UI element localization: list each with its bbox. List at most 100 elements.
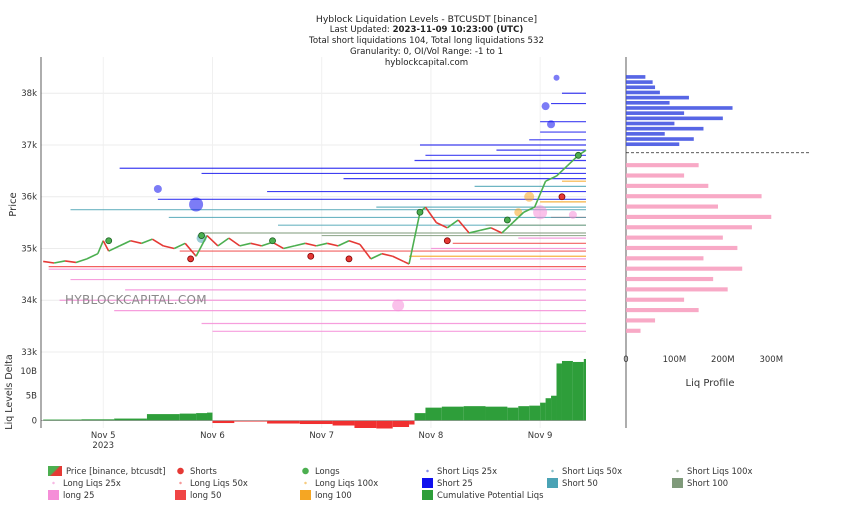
- legend-item[interactable]: Long Liqs 50x: [175, 478, 248, 488]
- legend-swatch: [48, 478, 59, 488]
- y-axis-label: Price: [8, 192, 19, 216]
- delta-bar: [572, 361, 584, 421]
- granularity-line: Granularity: 0, OI/Vol Range: -1 to 1: [349, 47, 504, 57]
- profile-tick-label: 100M: [663, 355, 687, 365]
- profile-long-bar: [626, 256, 704, 261]
- y-tick-label: 35k: [21, 244, 37, 254]
- totals-line: Total short liquidations 104, Total long…: [309, 36, 544, 46]
- price-segment: [490, 227, 503, 234]
- chart-header: Hyblock Liquidation Levels - BTCUSDT [bi…: [0, 14, 853, 69]
- watermark: HYBLOCKCAPITAL.COM: [65, 293, 207, 307]
- legend-item[interactable]: Shorts: [175, 466, 217, 476]
- y-tick-label: 33k: [21, 348, 37, 358]
- profile-long-bar: [626, 318, 656, 323]
- profile-long-bar: [626, 214, 772, 219]
- profile-tick-label: 0: [623, 355, 628, 365]
- profile-short-bar: [626, 75, 646, 79]
- price-segment: [206, 234, 219, 247]
- price-segment: [102, 240, 110, 252]
- x-tick-label: Nov 7: [309, 431, 334, 441]
- legend-item[interactable]: long 50: [175, 490, 221, 500]
- legend-label: Long Liqs 25x: [63, 478, 121, 488]
- delta-bar: [332, 420, 355, 426]
- profile-long-bar: [626, 266, 743, 271]
- delta-bar: [529, 405, 541, 421]
- x-tick-label: Nov 8: [419, 431, 444, 441]
- price-segment: [403, 260, 410, 265]
- price-segment: [141, 238, 153, 245]
- legend-label: Short 50: [562, 478, 598, 488]
- legend-item[interactable]: Short 100: [672, 478, 728, 488]
- profile-long-bar: [626, 173, 685, 178]
- y-tick-label: 36k: [21, 193, 37, 203]
- legend-swatch: [672, 478, 683, 488]
- legend-label: long 100: [315, 490, 352, 500]
- liq-bubble: [568, 210, 577, 219]
- delta-bar: [409, 420, 415, 425]
- price-segment: [381, 252, 393, 258]
- legend-label: long 50: [190, 490, 222, 500]
- liq-bubble: [547, 120, 556, 129]
- price-segment: [555, 165, 568, 177]
- profile-long-bar: [626, 163, 699, 168]
- legend-item[interactable]: Short Liqs 25x: [422, 466, 497, 476]
- y-tick-label: 37k: [21, 141, 37, 151]
- legend-swatch: [175, 466, 186, 476]
- legend-label: long 25: [63, 490, 95, 500]
- legend-swatch: [300, 466, 311, 476]
- legend-label: Long Liqs 50x: [190, 478, 248, 488]
- legend-item[interactable]: Short 25: [422, 478, 473, 488]
- legend-item[interactable]: Long Liqs 100x: [300, 478, 378, 488]
- legend-item[interactable]: Short Liqs 100x: [672, 466, 752, 476]
- liq-bubble: [533, 205, 548, 220]
- short-marker: [345, 255, 353, 263]
- profile-tick-label: 300M: [759, 355, 783, 365]
- legend-item[interactable]: Long Liqs 25x: [48, 478, 121, 488]
- price-segment: [316, 242, 328, 247]
- y-tick-label: 38k: [21, 89, 37, 99]
- legend-item[interactable]: Longs: [300, 466, 340, 476]
- profile-long-bar: [626, 287, 728, 292]
- profile-short-bar: [626, 80, 653, 84]
- long-marker: [269, 237, 276, 245]
- liq-bubble: [514, 208, 523, 217]
- delta-bar: [551, 395, 557, 421]
- price-segment: [446, 219, 459, 229]
- price-segment: [239, 242, 251, 247]
- profile-short-bar: [626, 116, 723, 121]
- legend-item[interactable]: long 25: [48, 490, 94, 500]
- price-segment: [64, 260, 77, 264]
- price-segment: [163, 245, 175, 250]
- legend-swatch: [175, 478, 186, 488]
- legend-item[interactable]: Short Liqs 50x: [547, 466, 622, 476]
- legend-item[interactable]: Short 50: [547, 478, 598, 488]
- price-segment: [533, 180, 547, 208]
- price-segment: [523, 206, 536, 213]
- liq-bubble: [189, 197, 204, 212]
- x-tick-label: Nov 9: [528, 431, 553, 441]
- legend-swatch: [422, 490, 433, 500]
- price-segment: [408, 237, 416, 265]
- legend-label: Longs: [315, 466, 340, 476]
- legend-swatch: [422, 478, 433, 488]
- liq-bubble: [153, 184, 162, 193]
- price-segment: [195, 235, 208, 257]
- profile-short-bar: [626, 106, 733, 110]
- legend-item[interactable]: Cumulative Potential Liqs: [422, 490, 544, 500]
- profile-short-bar: [626, 137, 694, 141]
- price-segment: [501, 222, 514, 234]
- liq-bubble: [524, 191, 535, 202]
- delta-tick-label: 5B: [26, 392, 37, 402]
- delta-bar: [114, 418, 147, 421]
- price-segment: [217, 237, 230, 247]
- price-segment: [545, 175, 557, 182]
- price-segment: [468, 229, 481, 234]
- price-segment: [151, 238, 164, 247]
- legend-label: Short Liqs 100x: [687, 466, 753, 476]
- delta-bar: [485, 406, 508, 421]
- legend-item[interactable]: long 100: [300, 490, 352, 500]
- short-marker: [558, 193, 566, 201]
- legend-item[interactable]: Price [binance, btcusdt]: [48, 466, 166, 476]
- profile-long-bar: [626, 276, 714, 282]
